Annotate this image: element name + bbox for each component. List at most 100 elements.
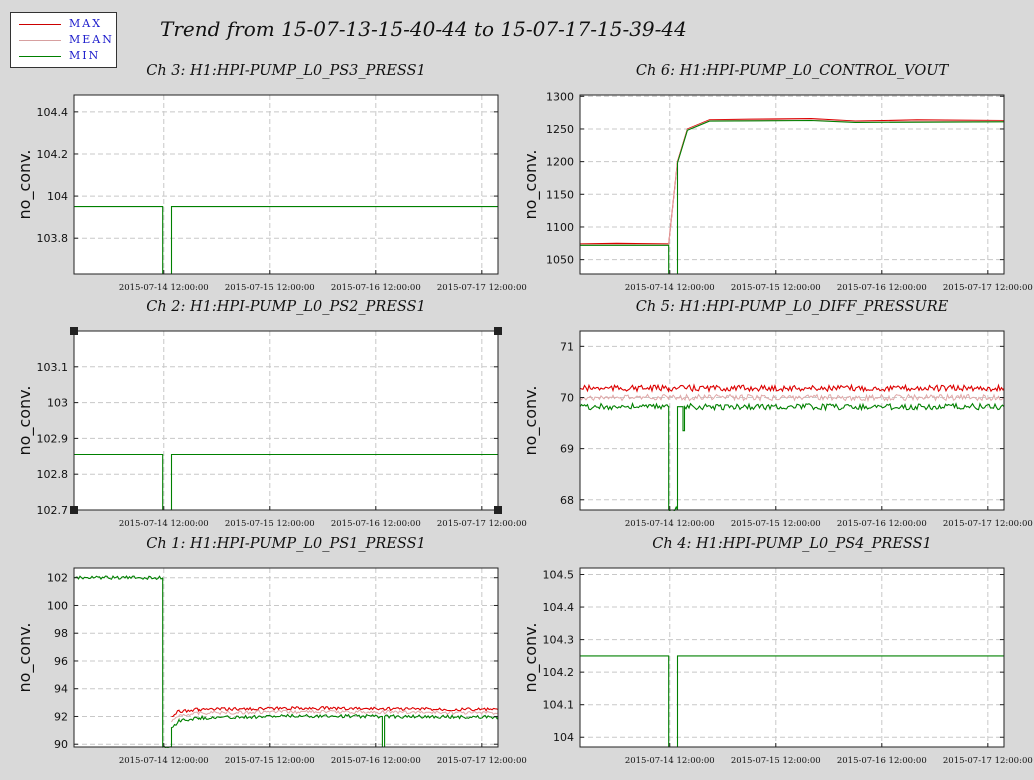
y-tick-label: 94 — [54, 683, 68, 696]
plot-area — [74, 95, 498, 274]
y-tick-label: 102.9 — [37, 432, 69, 445]
series-line-mean — [580, 119, 1004, 246]
selection-handle[interactable] — [494, 327, 502, 335]
grid — [74, 95, 498, 274]
y-tick-label: 1300 — [546, 90, 574, 103]
series-line-min — [580, 119, 1004, 275]
legend-swatch-mean — [19, 40, 61, 41]
series-line-max — [580, 117, 1004, 245]
x-tick-label: 2015-07-17 12:00:00 — [437, 756, 527, 766]
chart-title: Ch 3: H1:HPI-PUMP_L0_PS3_PRESS1 — [146, 63, 426, 79]
series-group — [580, 117, 1004, 275]
plot-frame — [579, 330, 1005, 511]
y-tick-label: 96 — [54, 655, 68, 668]
x-tick-label: 2015-07-17 12:00:00 — [437, 283, 527, 293]
chart-title: Ch 4: H1:HPI-PUMP_L0_PS4_PRESS1 — [652, 536, 932, 552]
x-tick-label: 2015-07-14 12:00:00 — [119, 283, 209, 293]
x-tick-label: 2015-07-16 12:00:00 — [331, 756, 421, 766]
series-line-mean — [580, 393, 1004, 403]
y-tick-label: 90 — [54, 738, 68, 751]
plot-frame — [73, 330, 499, 511]
x-tick-label: 2015-07-15 12:00:00 — [731, 756, 821, 766]
chart-panel-2[interactable]: Ch 6: H1:HPI-PUMP_L0_CONTROL_VOUT 1050 110… — [520, 63, 1034, 302]
chart-panel-6[interactable]: Ch 4: H1:HPI-PUMP_L0_PS4_PRESS1 104 104.1 1… — [520, 536, 1034, 775]
x-tick-label: 2015-07-14 12:00:00 — [625, 756, 715, 766]
y-axis-label: no_conv. — [521, 150, 541, 220]
legend-item-max: MAX — [11, 17, 118, 33]
plot-frame — [579, 94, 1005, 275]
y-tick-label: 104 — [47, 190, 68, 203]
y-tick-label: 69 — [560, 443, 574, 456]
x-tick-label: 2015-07-15 12:00:00 — [225, 283, 315, 293]
x-tick-label: 2015-07-14 12:00:00 — [625, 519, 715, 529]
y-tick-label: 104.4 — [543, 601, 575, 614]
plot-area — [74, 568, 498, 747]
y-axis-label: no_conv. — [15, 386, 35, 456]
y-tick-label: 103.1 — [37, 361, 69, 374]
legend-item-min: MIN — [11, 49, 118, 65]
legend-label-mean: MEAN — [69, 33, 114, 46]
series-group — [580, 383, 1004, 511]
y-tick-label: 1150 — [546, 188, 574, 201]
plot-frame — [579, 567, 1005, 748]
y-tick-label: 104.1 — [543, 699, 575, 712]
y-tick-label: 92 — [54, 710, 68, 723]
y-tick-label: 71 — [560, 340, 574, 353]
y-tick-label: 1050 — [546, 254, 574, 267]
x-tick-label: 2015-07-15 12:00:00 — [731, 519, 821, 529]
legend-swatch-max — [19, 24, 61, 25]
x-tick-label: 2015-07-17 12:00:00 — [943, 756, 1033, 766]
chart-title: Ch 1: H1:HPI-PUMP_L0_PS1_PRESS1 — [146, 536, 426, 552]
x-tick-label: 2015-07-15 12:00:00 — [225, 519, 315, 529]
x-tick-label: 2015-07-14 12:00:00 — [625, 283, 715, 293]
selection-handle[interactable] — [70, 506, 78, 514]
y-tick-label: 98 — [54, 627, 68, 640]
selection-handle[interactable] — [494, 506, 502, 514]
x-tick-label: 2015-07-16 12:00:00 — [837, 519, 927, 529]
plot-frame — [73, 567, 499, 748]
legend-item-mean: MEAN — [11, 33, 118, 49]
plot-frame — [73, 94, 499, 275]
y-tick-label: 102 — [47, 572, 68, 585]
chart-title: Ch 6: H1:HPI-PUMP_L0_CONTROL_VOUT — [636, 63, 950, 79]
grid — [580, 568, 1004, 747]
chart-panel-5[interactable]: Ch 1: H1:HPI-PUMP_L0_PS1_PRESS1 90 92 94 96 9… — [14, 536, 528, 775]
y-tick-label: 104 — [553, 731, 574, 744]
y-axis-label: no_conv. — [15, 150, 35, 220]
x-tick-label: 2015-07-15 12:00:00 — [225, 756, 315, 766]
series-line-mean — [171, 709, 498, 723]
series-line-max — [171, 705, 498, 718]
y-tick-label: 70 — [560, 391, 574, 404]
plot-area — [580, 568, 1004, 747]
x-tick-label: 2015-07-15 12:00:00 — [731, 283, 821, 293]
y-tick-label: 1200 — [546, 156, 574, 169]
y-tick-label: 1250 — [546, 123, 574, 136]
x-tick-label: 2015-07-16 12:00:00 — [331, 519, 421, 529]
series-group — [74, 575, 498, 748]
y-tick-label: 103 — [47, 397, 68, 410]
x-tick-label: 2015-07-14 12:00:00 — [119, 519, 209, 529]
plot-area — [74, 331, 498, 510]
y-axis-label: no_conv. — [521, 623, 541, 693]
x-tick-label: 2015-07-17 12:00:00 — [943, 283, 1033, 293]
y-tick-label: 103.8 — [37, 232, 69, 245]
chart-panel-4[interactable]: Ch 5: H1:HPI-PUMP_L0_DIFF_PRESSURE 68 69 70… — [520, 299, 1034, 538]
chart-title: Ch 2: H1:HPI-PUMP_L0_PS2_PRESS1 — [146, 299, 426, 315]
page-title: Trend from 15-07-13-15-40-44 to 15-07-17… — [160, 17, 687, 41]
chart-panel-3[interactable]: Ch 2: H1:HPI-PUMP_L0_PS2_PRESS1 102.7 102.… — [14, 299, 528, 538]
y-tick-label: 100 — [47, 599, 68, 612]
y-tick-label: 104.4 — [37, 106, 69, 119]
legend-label-min: MIN — [69, 49, 101, 62]
series-line-max — [580, 383, 1004, 393]
selection-handle[interactable] — [70, 327, 78, 335]
chart-title: Ch 5: H1:HPI-PUMP_L0_DIFF_PRESSURE — [636, 299, 949, 315]
y-tick-label: 104.2 — [543, 666, 575, 679]
y-tick-label: 102.8 — [37, 468, 69, 481]
x-tick-label: 2015-07-14 12:00:00 — [119, 756, 209, 766]
grid — [580, 95, 1004, 274]
y-tick-label: 68 — [560, 494, 574, 507]
series-legend: MAX MEAN MIN — [10, 12, 117, 68]
series-line-min — [74, 575, 498, 748]
chart-panel-1[interactable]: Ch 3: H1:HPI-PUMP_L0_PS3_PRESS1 103.8 104 1… — [14, 63, 528, 302]
